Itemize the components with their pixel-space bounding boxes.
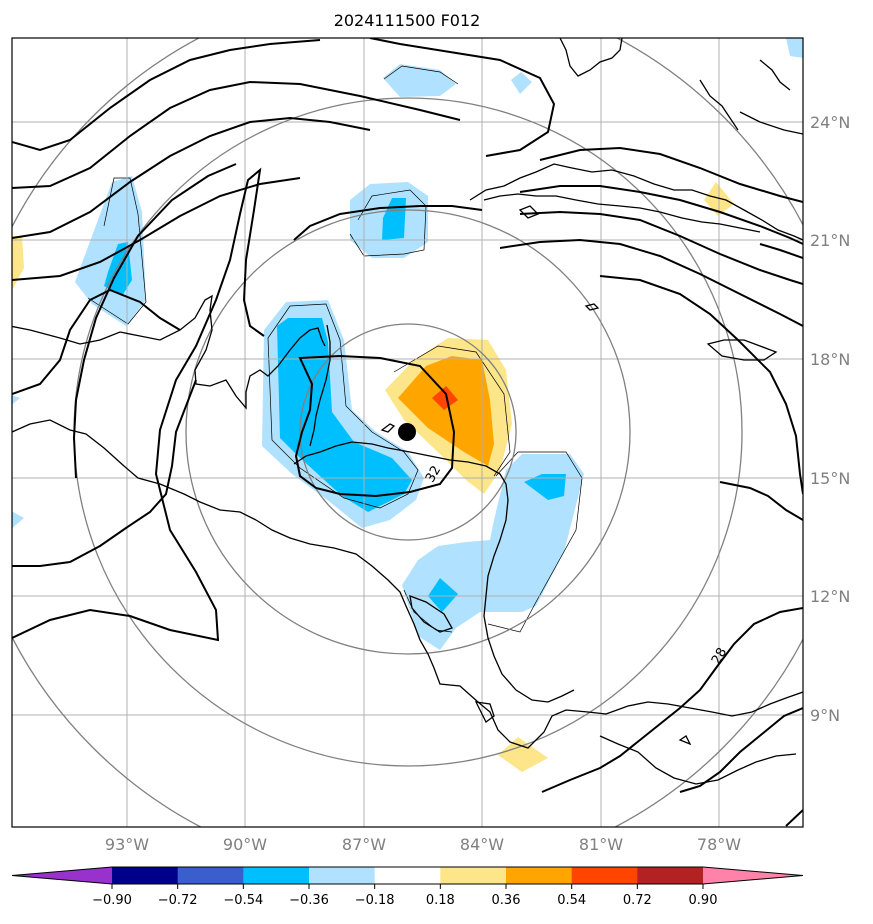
cuba-coast [469, 163, 803, 241]
caribbean-coast [293, 441, 575, 703]
bahamas-island [759, 59, 791, 91]
small-island [678, 735, 692, 746]
colorbar: −0.90 −0.72 −0.54 −0.36 −0.18 0.18 0.36 0.54 0.7… [11, 866, 804, 908]
colorbar-tick-label: −0.36 [289, 893, 329, 908]
colorbar-swatch [309, 867, 376, 884]
small-island [584, 303, 600, 311]
lat-label: 18°N [810, 350, 850, 369]
colombia-coast [599, 735, 797, 785]
small-island [474, 701, 495, 723]
lon-label: 78°W [697, 835, 741, 854]
anomaly-shading [12, 38, 803, 772]
coastlines [12, 38, 803, 785]
map-content: 32 28 [12, 38, 803, 827]
colorbar-swatch [637, 867, 704, 884]
colorbar-tick-label: 0.36 [492, 893, 521, 908]
lon-label: 93°W [105, 835, 149, 854]
colorbar-tick-label: −0.18 [355, 893, 395, 908]
contour-label: 28 [709, 645, 730, 667]
lon-label: 90°W [223, 835, 267, 854]
cuba-south-coast [483, 193, 761, 233]
negative-anomaly-region [428, 578, 458, 612]
colorbar-tick-label: 0.18 [426, 893, 455, 908]
colorbar-swatch [440, 867, 507, 884]
south-mexico-coast [12, 419, 257, 521]
panama-coast [605, 691, 803, 717]
yucatan-coast [309, 324, 331, 447]
negative-anomaly-region [12, 511, 24, 529]
map-frame [11, 37, 804, 828]
colorbar-swatch [112, 867, 179, 884]
storm-center-marker [398, 423, 416, 441]
negative-anomaly-region [786, 38, 803, 58]
colorbar-swatch [177, 867, 244, 884]
positive-anomaly-region [398, 356, 494, 466]
lat-label: 9°N [810, 706, 840, 725]
hispaniola-coast [739, 111, 803, 135]
isla-juventud [518, 205, 540, 219]
contour-label: 32 [423, 463, 444, 485]
florida-coast [559, 38, 623, 77]
positive-anomaly-region [12, 236, 24, 290]
anomaly-outlines [87, 65, 583, 633]
lon-label: 81°W [579, 835, 623, 854]
central-america-coast [255, 519, 607, 749]
gulf-coast [12, 294, 326, 410]
negative-anomaly-region [12, 395, 20, 405]
colorbar-swatch [506, 867, 573, 884]
colorbar-tick-label: 0.90 [689, 893, 718, 908]
colorbar-swatch [374, 867, 441, 884]
negative-anomaly-region [511, 72, 532, 94]
colorbar-tick-label: 0.72 [623, 893, 652, 908]
longitude-labels: 93°W 90°W 87°W 84°W 81°W 78°W [105, 835, 741, 854]
lon-label: 84°W [460, 835, 504, 854]
negative-anomaly-region [524, 474, 566, 500]
lat-label: 24°N [810, 113, 850, 132]
negative-anomaly-region [277, 318, 412, 512]
lake-nicaragua [409, 594, 453, 633]
cozumel-island [380, 423, 396, 433]
negative-anomaly-region [383, 64, 456, 97]
positive-anomaly-region [498, 737, 548, 772]
lat-label: 15°N [810, 469, 850, 488]
jamaica-coast [706, 339, 778, 361]
lat-label: 21°N [810, 231, 850, 250]
lat-label: 12°N [810, 587, 850, 606]
height-contours [12, 38, 803, 827]
latitude-labels: 24°N 21°N 18°N 15°N 12°N 9°N [810, 113, 850, 725]
colorbar-swatch [571, 867, 638, 884]
colorbar-tick-label: −0.54 [223, 893, 263, 908]
bahamas-island [699, 79, 739, 131]
map-title: 2024111500 F012 [334, 11, 481, 30]
colorbar-tick-label: −0.90 [92, 893, 132, 908]
positive-anomaly-region [432, 386, 458, 410]
colorbar-tick-label: 0.54 [557, 893, 586, 908]
colorbar-swatch [243, 867, 310, 884]
colorbar-extension-low [12, 867, 112, 884]
negative-anomaly-region [75, 176, 146, 326]
colorbar-tick-label: −0.72 [158, 893, 198, 908]
lon-label: 87°W [342, 835, 386, 854]
colorbar-extension-high [703, 867, 803, 884]
